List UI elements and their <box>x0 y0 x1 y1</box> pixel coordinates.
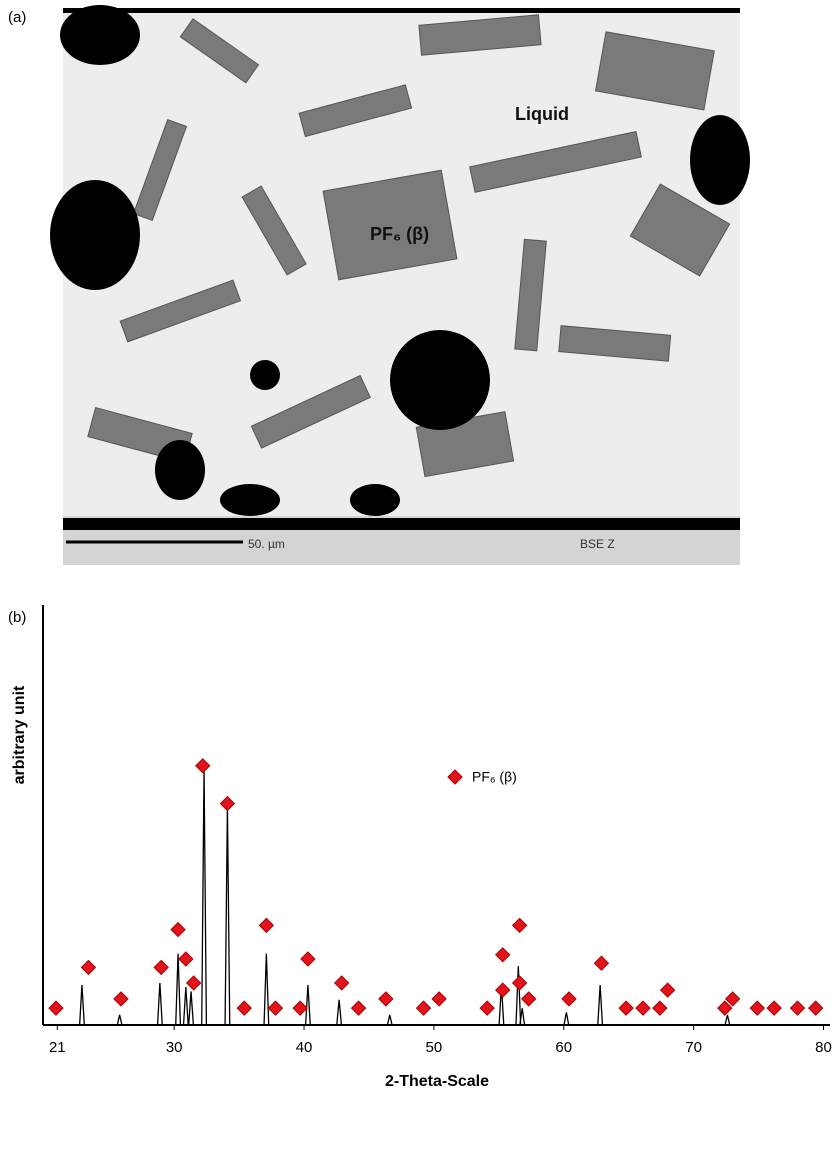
panel-label: (a) <box>8 9 26 26</box>
phase-marker <box>81 960 95 974</box>
phase-marker <box>619 1001 633 1015</box>
peak <box>516 966 521 1025</box>
phase-marker <box>293 1001 307 1015</box>
scale-bar-label: 50. µm <box>248 537 285 551</box>
phase-marker <box>594 956 608 970</box>
phase-marker <box>49 1001 63 1015</box>
phase-marker <box>335 976 349 990</box>
phase-marker <box>220 797 234 811</box>
x-tick-label: 70 <box>685 1039 702 1056</box>
peak <box>264 954 269 1025</box>
phase-marker <box>791 1001 805 1015</box>
phase-marker <box>750 1001 764 1015</box>
peak <box>387 1015 392 1025</box>
micrograph <box>50 5 750 565</box>
peak <box>176 954 181 1025</box>
phase-marker <box>480 1001 494 1015</box>
x-tick-label: 80 <box>815 1039 832 1056</box>
x-axis-label: 2-Theta-Scale <box>385 1073 489 1090</box>
phase-marker <box>154 960 168 974</box>
phase-marker <box>417 1001 431 1015</box>
phase-marker <box>513 918 527 932</box>
phase-marker <box>432 992 446 1006</box>
phase-marker <box>809 1001 823 1015</box>
phase-label: Liquid <box>515 104 569 124</box>
peak <box>598 985 603 1025</box>
detector-label: BSE Z <box>580 537 615 551</box>
phase-marker <box>653 1001 667 1015</box>
legend-label: PF₆ (β) <box>472 769 517 785</box>
phase-marker <box>187 976 201 990</box>
panel-label: (b) <box>8 609 26 626</box>
phase-marker <box>237 1001 251 1015</box>
peak <box>189 991 194 1025</box>
legend-marker <box>448 770 462 784</box>
phase-marker <box>767 1001 781 1015</box>
figure: (a) <box>0 0 834 1151</box>
peak <box>225 807 230 1025</box>
phase-marker <box>636 1001 650 1015</box>
peak <box>564 1012 569 1025</box>
phase-marker <box>496 948 510 962</box>
phase-marker <box>268 1001 282 1015</box>
x-tick-label: 60 <box>555 1039 572 1056</box>
peak <box>184 987 189 1025</box>
phase-marker <box>171 923 185 937</box>
phase-marker <box>379 992 393 1006</box>
x-tick-label: 30 <box>166 1039 183 1056</box>
peak <box>306 985 311 1025</box>
phase-marker <box>259 918 273 932</box>
phase-marker <box>562 992 576 1006</box>
peak <box>202 769 207 1025</box>
phase-marker <box>513 976 527 990</box>
phase-marker <box>114 992 128 1006</box>
peak <box>337 1000 342 1025</box>
phase-marker <box>179 952 193 966</box>
phase-marker <box>301 952 315 966</box>
peak <box>80 985 85 1025</box>
peak <box>158 983 163 1025</box>
phase-marker <box>496 983 510 997</box>
y-axis-label: arbitrary unit <box>11 685 28 784</box>
phase-label: PF₆ (β) <box>370 224 429 244</box>
phase-marker <box>196 759 210 773</box>
phase-marker <box>352 1001 366 1015</box>
phase-marker <box>661 983 675 997</box>
peak <box>117 1015 122 1025</box>
x-tick-label: 40 <box>296 1039 313 1056</box>
phase-marker <box>522 992 536 1006</box>
x-tick-label: 50 <box>426 1039 443 1056</box>
x-tick-label: 21 <box>49 1039 66 1056</box>
peak <box>725 1015 730 1025</box>
